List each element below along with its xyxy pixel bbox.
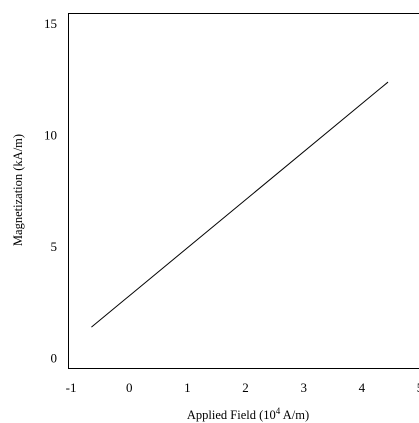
y-tick-label: 10 <box>44 128 57 143</box>
x-tick-label: 4 <box>359 380 366 395</box>
x-tick-label: 0 <box>126 380 133 395</box>
x-tick-label: 1 <box>184 380 191 395</box>
x-tick-label: 2 <box>242 380 249 395</box>
y-tick-label: 5 <box>51 239 58 254</box>
x-tick-label: -1 <box>66 380 77 395</box>
x-tick-labels: -1 0 1 2 3 4 5 <box>66 380 419 395</box>
y-axis-title: Magnetization (kA/m) <box>11 134 25 246</box>
x-axis-title-superscript: 4 <box>276 406 281 416</box>
y-tick-labels: 0 5 10 15 <box>44 16 57 365</box>
series-line <box>91 81 389 328</box>
y-tick-label: 15 <box>44 16 57 31</box>
y-tick-label: 0 <box>51 350 58 365</box>
x-tick-label: 5 <box>417 380 419 395</box>
x-axis-title: Applied Field (104 A/m) <box>187 406 309 422</box>
plot-frame <box>68 13 419 369</box>
series-group <box>91 81 389 328</box>
x-tick-label: 3 <box>300 380 307 395</box>
